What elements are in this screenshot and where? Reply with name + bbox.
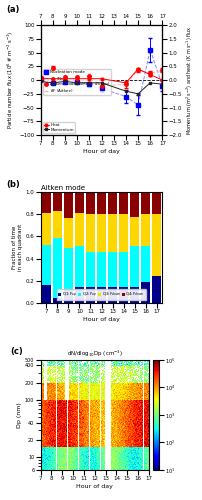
Bar (129, 287, 139, 302)
Bar (52, 211, 61, 238)
Y-axis label: Particle number flux ($10^6$ # m$^{-2}$ s$^{-1}$): Particle number flux ($10^6$ # m$^{-2}$ … (6, 31, 16, 129)
Bar (63, 218, 73, 248)
Bar (107, 252, 117, 287)
Bar (41, 214, 50, 246)
Text: (b): (b) (6, 180, 20, 189)
Bar (107, 287, 117, 302)
Bar (152, 192, 161, 214)
Bar (97, 214, 105, 252)
Bar (75, 287, 83, 302)
Bar (75, 192, 83, 214)
Bar (85, 192, 95, 214)
Bar (85, 252, 95, 287)
Legend: Q1:F$_{up}$, Q2:F$_{up}$, Q3:F$_{down}$, Q4:F$_{down}$: Q1:F$_{up}$, Q2:F$_{up}$, Q3:F$_{down}$,… (57, 289, 145, 300)
Bar (107, 192, 117, 214)
Title: dN/dlog$_{10}$Dp (cm$^{-3}$): dN/dlog$_{10}$Dp (cm$^{-3}$) (66, 348, 122, 359)
Bar (75, 214, 83, 246)
Bar (119, 252, 127, 287)
Bar (63, 248, 73, 290)
Bar (97, 192, 105, 214)
Bar (129, 216, 139, 246)
Bar (63, 192, 73, 218)
X-axis label: Hour of day: Hour of day (83, 316, 119, 322)
Bar (41, 192, 50, 214)
Bar (141, 246, 150, 282)
Legend: Heat, Momentum: Heat, Momentum (42, 122, 75, 133)
Y-axis label: Dp (nm): Dp (nm) (17, 402, 22, 428)
Bar (85, 287, 95, 302)
Text: (a): (a) (6, 5, 20, 14)
Bar (52, 238, 61, 298)
Bar (152, 214, 161, 276)
Text: Aitken mode: Aitken mode (40, 184, 84, 190)
Text: (c): (c) (10, 348, 23, 356)
Bar (52, 192, 61, 211)
Bar (97, 287, 105, 302)
Bar (107, 214, 117, 252)
Bar (97, 252, 105, 287)
Bar (141, 282, 150, 302)
Bar (85, 214, 95, 252)
Bar (119, 287, 127, 302)
Bar (129, 192, 139, 216)
Bar (75, 246, 83, 287)
X-axis label: Hour of day: Hour of day (83, 149, 119, 154)
Bar (41, 246, 50, 285)
Y-axis label: Fraction of time
in each quadrant: Fraction of time in each quadrant (12, 224, 23, 271)
Bar (119, 214, 127, 252)
Bar (141, 214, 150, 246)
Bar (129, 246, 139, 287)
Bar (41, 285, 50, 302)
Bar (141, 192, 150, 214)
Bar (63, 290, 73, 302)
Y-axis label: Momentum (m$^2$ s$^{-2}$) and heat (K m s$^{-1}$) flux: Momentum (m$^2$ s$^{-2}$) and heat (K m … (184, 26, 194, 135)
X-axis label: Hour of day: Hour of day (76, 484, 113, 489)
Bar (152, 276, 161, 302)
Bar (52, 298, 61, 302)
Bar (119, 192, 127, 214)
